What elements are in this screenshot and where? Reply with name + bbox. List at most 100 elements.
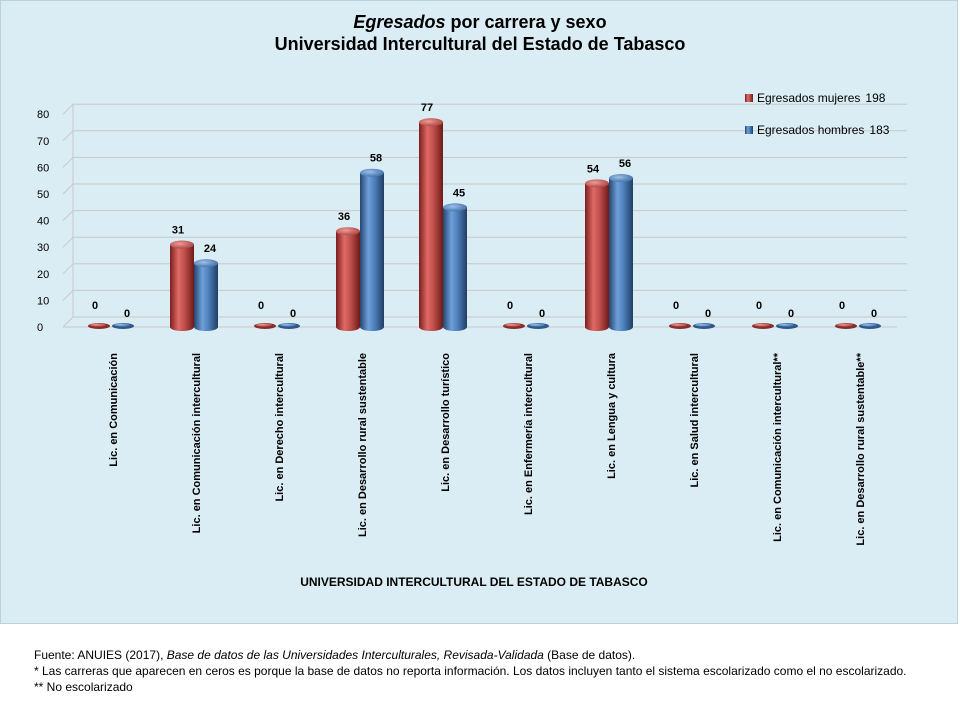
bar-base-highlight [256, 323, 272, 327]
bar-hombres [112, 323, 134, 329]
bar-cap [336, 227, 360, 236]
data-label: 0 [839, 300, 845, 312]
bar-hombres [278, 323, 300, 329]
note-zeros: * Las carreras que aparecen en ceros es … [34, 664, 907, 678]
bar-body [336, 231, 360, 331]
bar-hombres [360, 168, 384, 331]
data-label: 77 [421, 102, 433, 114]
bar-cap [194, 259, 218, 268]
data-label: 31 [172, 225, 184, 237]
chart-subtitle: Universidad Intercultural del Estado de … [274, 34, 686, 54]
y-axis: 0 10 20 30 40 50 60 70 80 [37, 109, 49, 334]
bar-hombres [609, 174, 633, 331]
legend: Egresados mujeres 198 Egresados hombres 183 [745, 91, 890, 137]
bar-cap [443, 203, 467, 212]
gridline-side [62, 157, 74, 168]
data-label: 0 [756, 300, 762, 312]
bar-mujeres [254, 323, 276, 329]
data-label: 0 [92, 300, 98, 312]
bar-mujeres [835, 323, 857, 329]
bar-mujeres [585, 179, 609, 331]
bar-hombres [194, 259, 218, 331]
x-tick-label: Lic. en Desarrollo rural sustentable** [855, 352, 867, 545]
legend-series-name: Egresados hombres [757, 123, 864, 137]
y-tick-label: 40 [37, 216, 49, 228]
bar-body [360, 172, 384, 331]
data-label: 54 [587, 163, 600, 175]
source-note: Fuente: ANUIES (2017), Base de datos de … [34, 647, 916, 663]
data-label: 24 [204, 243, 217, 255]
bar-hombres [693, 323, 715, 329]
bar-hombres [776, 323, 798, 329]
data-label: 58 [370, 153, 382, 165]
x-tick-label: Lic. en Desarrollo turístico [440, 353, 452, 492]
legend-series-total: 183 [869, 123, 889, 137]
bar-base-highlight [505, 323, 521, 327]
bar-base-highlight [671, 323, 687, 327]
source-suffix: (Base de datos). [543, 648, 636, 662]
bar-cap [419, 118, 443, 127]
bar-hombres [527, 323, 549, 329]
bar-hombres [443, 203, 467, 331]
bar-cap [360, 168, 384, 177]
x-tick-label: Lic. en Comunicación [108, 353, 120, 467]
data-label: 0 [507, 300, 513, 312]
legend-marker [745, 94, 753, 102]
bar-body [609, 178, 633, 331]
x-tick-label: Lic. en Lengua y cultura [606, 352, 618, 479]
data-label: 56 [619, 158, 631, 170]
x-tick-label: Lic. en Enfermería intercultural [523, 353, 535, 515]
data-label: 0 [258, 300, 264, 312]
bar-base-highlight [529, 323, 545, 327]
bar-chart: 0 10 20 30 40 50 60 70 80 0 0 31 24 0 0 36 58 77 45 0 0 54 56… [37, 91, 907, 589]
data-label: 0 [788, 308, 794, 320]
bar-mujeres [88, 323, 110, 329]
bar-body [443, 207, 467, 331]
y-tick-label: 50 [37, 189, 49, 201]
gridline-side [62, 103, 74, 115]
legend-label: Egresados hombres 183 [757, 123, 890, 137]
bar-body [194, 263, 218, 331]
bar-body [585, 183, 609, 331]
bar-mujeres [419, 118, 443, 332]
chart-title-italic: Egresados [353, 12, 446, 32]
legend-series-name: Egresados mujeres [757, 91, 860, 105]
bar-base-highlight [861, 323, 877, 327]
bar-cap [170, 240, 194, 249]
chart-title: Egresados por carrera y sexo Universidad… [1, 11, 959, 55]
bar-mujeres [336, 227, 360, 331]
y-tick-label: 30 [37, 242, 49, 254]
legend-series-total: 198 [865, 91, 885, 105]
bar-mujeres [752, 323, 774, 329]
bar-base-highlight [90, 323, 106, 327]
data-label: 0 [871, 308, 877, 320]
x-tick-label: Lic. en Comunicación intercultural** [772, 352, 784, 542]
data-label: 36 [338, 211, 350, 223]
data-label: 0 [290, 308, 296, 320]
gridline-side [62, 263, 74, 275]
data-label: 0 [124, 308, 130, 320]
y-tick-label: 60 [37, 162, 49, 174]
bar-cap [585, 179, 609, 188]
y-tick-label: 0 [37, 322, 43, 334]
bar-base-highlight [114, 323, 130, 327]
gridline-side [62, 210, 74, 221]
bar-base-highlight [754, 323, 770, 327]
x-axis: Lic. en Comunicación Lic. en Comunicación… [108, 352, 867, 545]
source-prefix: Fuente: ANUIES (2017), [34, 648, 167, 662]
bar-mujeres [503, 323, 525, 329]
chart-area: Egresados por carrera y sexo Universidad… [0, 0, 958, 624]
bar-base-highlight [778, 323, 794, 327]
y-tick-label: 10 [37, 295, 49, 307]
gridline-side [62, 236, 74, 248]
data-label: 45 [453, 187, 465, 199]
note-no-escolarizado: ** No escolarizado [34, 680, 133, 694]
bar-mujeres [170, 240, 194, 331]
bar-hombres [859, 323, 881, 329]
bar-mujeres [669, 323, 691, 329]
x-tick-label: Lic. en Salud intercultural [689, 353, 701, 487]
bars: 0 0 31 24 0 0 36 58 77 45 0 0 54 56 0 0 0 0 0 0 [88, 102, 881, 332]
y-tick-label: 80 [37, 109, 49, 121]
data-label: 0 [673, 300, 679, 312]
x-tick-label: Lic. en Derecho intercultural [274, 353, 286, 502]
